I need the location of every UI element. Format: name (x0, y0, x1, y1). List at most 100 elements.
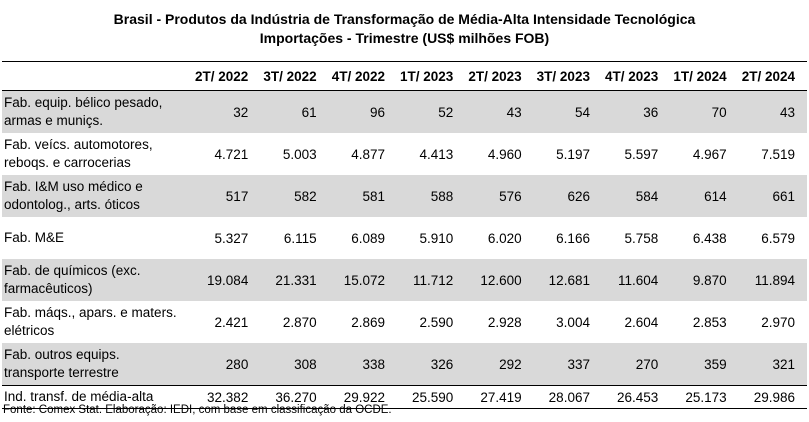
table-cell: 2.853 (692, 314, 727, 330)
table-cell: 588 (396, 175, 466, 217)
table-cell: 5.197 (556, 146, 590, 162)
table-cell: 21.331 (260, 259, 329, 301)
table-cell: 6.166 (556, 230, 590, 246)
table-cell: 27.419 (465, 385, 534, 409)
row-label-line: Fab. outros equips. (4, 347, 120, 362)
row-label-line: reboqs. e carrocerias (4, 155, 131, 170)
column-header: 3T/ 2022 (260, 61, 329, 91)
table-cell: 28.067 (533, 385, 602, 409)
table-cell: 7.519 (761, 146, 795, 162)
row-label-line: Fab. máqs., apars. e maters. (4, 305, 177, 320)
table-cell: 36.270 (260, 385, 329, 409)
table-cell: 2.590 (419, 314, 454, 330)
column-header: 1T/ 2024 (670, 61, 739, 91)
table-subtitle: Importações - Trimestre (US$ milhões FOB… (259, 30, 550, 46)
table-row: Fab. veícs. automotores, reboqs. e carroc… (2, 133, 807, 175)
row-label: Ind. transf. de média-alta (2, 385, 192, 409)
row-label: Fab. máqs., apars. e maters. elétricos (2, 301, 192, 343)
table-cell: 5.003 (282, 146, 317, 162)
row-label: Fab. veícs. automotores, reboqs. e carroc… (2, 133, 192, 175)
table-cell: 6.438 (692, 230, 727, 246)
column-header: 2T/ 2024 (738, 61, 807, 91)
table-cell: 614 (670, 175, 739, 217)
row-label-line: transporte terrestre (4, 365, 119, 380)
table-cell: 581 (328, 175, 397, 217)
table-cell: 36 (601, 90, 671, 133)
row-label: Fab. de químicos (exc. farmacêuticos) (2, 259, 192, 301)
table-cell: 626 (533, 175, 602, 217)
table-cell: 576 (465, 175, 534, 217)
table-cell: 5.327 (214, 230, 249, 246)
table-cell: 25.590 (396, 385, 466, 409)
table-cell: 582 (260, 175, 329, 217)
row-label: Fab. M&E (2, 217, 192, 259)
table-cell: 26.453 (601, 385, 671, 409)
table-cell: 11.894 (738, 259, 807, 301)
table-cell: 3.004 (556, 314, 590, 330)
row-label-line: armas e muniçs. (4, 113, 104, 128)
table-cell: 292 (465, 343, 534, 386)
table-cell: 4.967 (692, 146, 727, 162)
row-label: Fab. outros equips. transporte terrestre (2, 343, 192, 386)
table-cell: 6.020 (487, 230, 522, 246)
table-cell: 2.870 (282, 314, 317, 330)
table-cell: 5.910 (419, 230, 454, 246)
table-cell: 32 (192, 90, 261, 133)
table-cell: 11.712 (396, 259, 466, 301)
table-cell: 6.579 (761, 230, 795, 246)
table-cell: 4.960 (487, 146, 522, 162)
table-cell: 2.928 (487, 314, 522, 330)
table-cell: 70 (670, 90, 739, 133)
table-cell: 43 (738, 90, 807, 133)
row-header-cell (2, 61, 192, 91)
table-cell: 43 (465, 90, 534, 133)
table-cell: 584 (601, 175, 671, 217)
table-row: Fab. M&E 5.327 6.115 6.089 5.910 6.020 6.166 5.… (2, 217, 807, 259)
table-cell: 2.970 (761, 314, 795, 330)
row-label: Fab. equip. bélico pesado, armas e muniçs… (2, 90, 192, 133)
table-title: Brasil - Produtos da Indústria de Transf… (113, 11, 696, 27)
table-cell: 6.089 (351, 230, 385, 246)
column-header: 1T/ 2023 (396, 61, 466, 91)
row-label-line: Fab. M&E (4, 230, 65, 245)
column-header: 2T/ 2023 (465, 61, 534, 91)
row-label-line: odontolog., arts. óticos (4, 197, 140, 212)
table-cell: 96 (328, 90, 397, 133)
table-cell: 5.758 (624, 230, 659, 246)
table-cell: 29.922 (328, 385, 397, 409)
column-header: 4T/ 2023 (601, 61, 671, 91)
table-cell: 280 (192, 343, 261, 386)
table-cell: 12.600 (465, 259, 534, 301)
table-cell: 12.681 (533, 259, 602, 301)
row-label-line: Fab. de químicos (exc. (4, 263, 141, 278)
table-cell: 326 (396, 343, 466, 386)
table-row: Fab. equip. bélico pesado, armas e muniçs… (2, 90, 807, 133)
table-cell: 321 (738, 343, 807, 386)
table-cell: 2.869 (351, 314, 385, 330)
imports-table: 2T/ 2022 3T/ 2022 4T/ 2022 1T/ 2023 2T/ … (2, 61, 807, 409)
table-cell: 517 (192, 175, 261, 217)
table-cell: 661 (738, 175, 807, 217)
table-cell: 2.604 (624, 314, 659, 330)
table-cell: 19.084 (192, 259, 261, 301)
row-label-line: elétricos (4, 323, 55, 338)
table-cell: 2.421 (214, 314, 249, 330)
table-cell: 4.721 (214, 146, 249, 162)
table-cell: 32.382 (192, 385, 261, 409)
table-cell: 4.413 (419, 146, 454, 162)
table-row: Fab. máqs., apars. e maters. elétricos 2.4… (2, 301, 807, 343)
column-header: 2T/ 2022 (192, 61, 261, 91)
table-title-block: Brasil - Produtos da Indústria de Transf… (0, 10, 809, 48)
row-label-line: farmacêuticos) (4, 281, 93, 296)
column-header: 3T/ 2023 (533, 61, 602, 91)
row-label: Fab. I&M uso médico e odontolog., arts. ó… (2, 175, 192, 217)
table-cell: 9.870 (670, 259, 739, 301)
table-body: Fab. equip. bélico pesado, armas e muniçs… (2, 90, 807, 409)
row-label-line: Fab. equip. bélico pesado, (4, 95, 163, 110)
table-cell: 52 (396, 90, 466, 133)
table-cell: 270 (601, 343, 671, 386)
table-row: Fab. outros equips. transporte terrestre 2… (2, 343, 807, 386)
table-row: Fab. de químicos (exc. farmacêuticos) 19.0… (2, 259, 807, 301)
table-cell: 15.072 (328, 259, 397, 301)
